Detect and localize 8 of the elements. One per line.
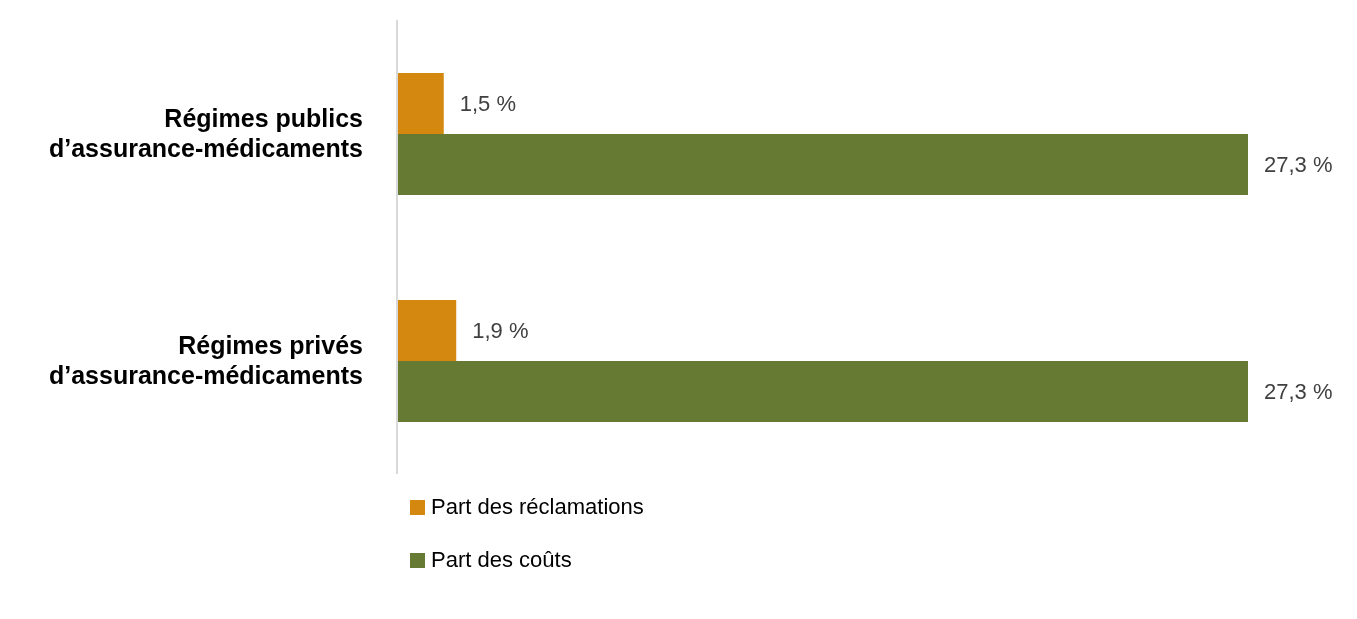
data-label: 1,5 % bbox=[459, 91, 517, 117]
y-tick-label: Régimes publics d’assurance-médicaments bbox=[48, 104, 363, 163]
legend-label: Part des réclamations bbox=[431, 494, 644, 520]
y-tick-label: Régimes privés d’assurance-médicaments bbox=[48, 331, 363, 390]
data-label: 1,9 % bbox=[472, 318, 529, 344]
data-label: 27,3 % bbox=[1264, 152, 1333, 178]
legend-label: Part des coûts bbox=[431, 547, 572, 573]
data-label: 27,3 % bbox=[1264, 379, 1333, 405]
